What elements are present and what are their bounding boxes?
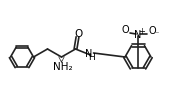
Text: O: O	[121, 25, 129, 35]
Text: N: N	[134, 30, 142, 40]
Text: NH₂: NH₂	[53, 62, 72, 72]
Text: O: O	[74, 29, 83, 39]
Text: +: +	[139, 26, 145, 36]
Text: N: N	[85, 49, 92, 59]
Text: O: O	[148, 26, 156, 36]
Text: H: H	[88, 54, 95, 62]
Text: ⁻: ⁻	[155, 30, 159, 38]
